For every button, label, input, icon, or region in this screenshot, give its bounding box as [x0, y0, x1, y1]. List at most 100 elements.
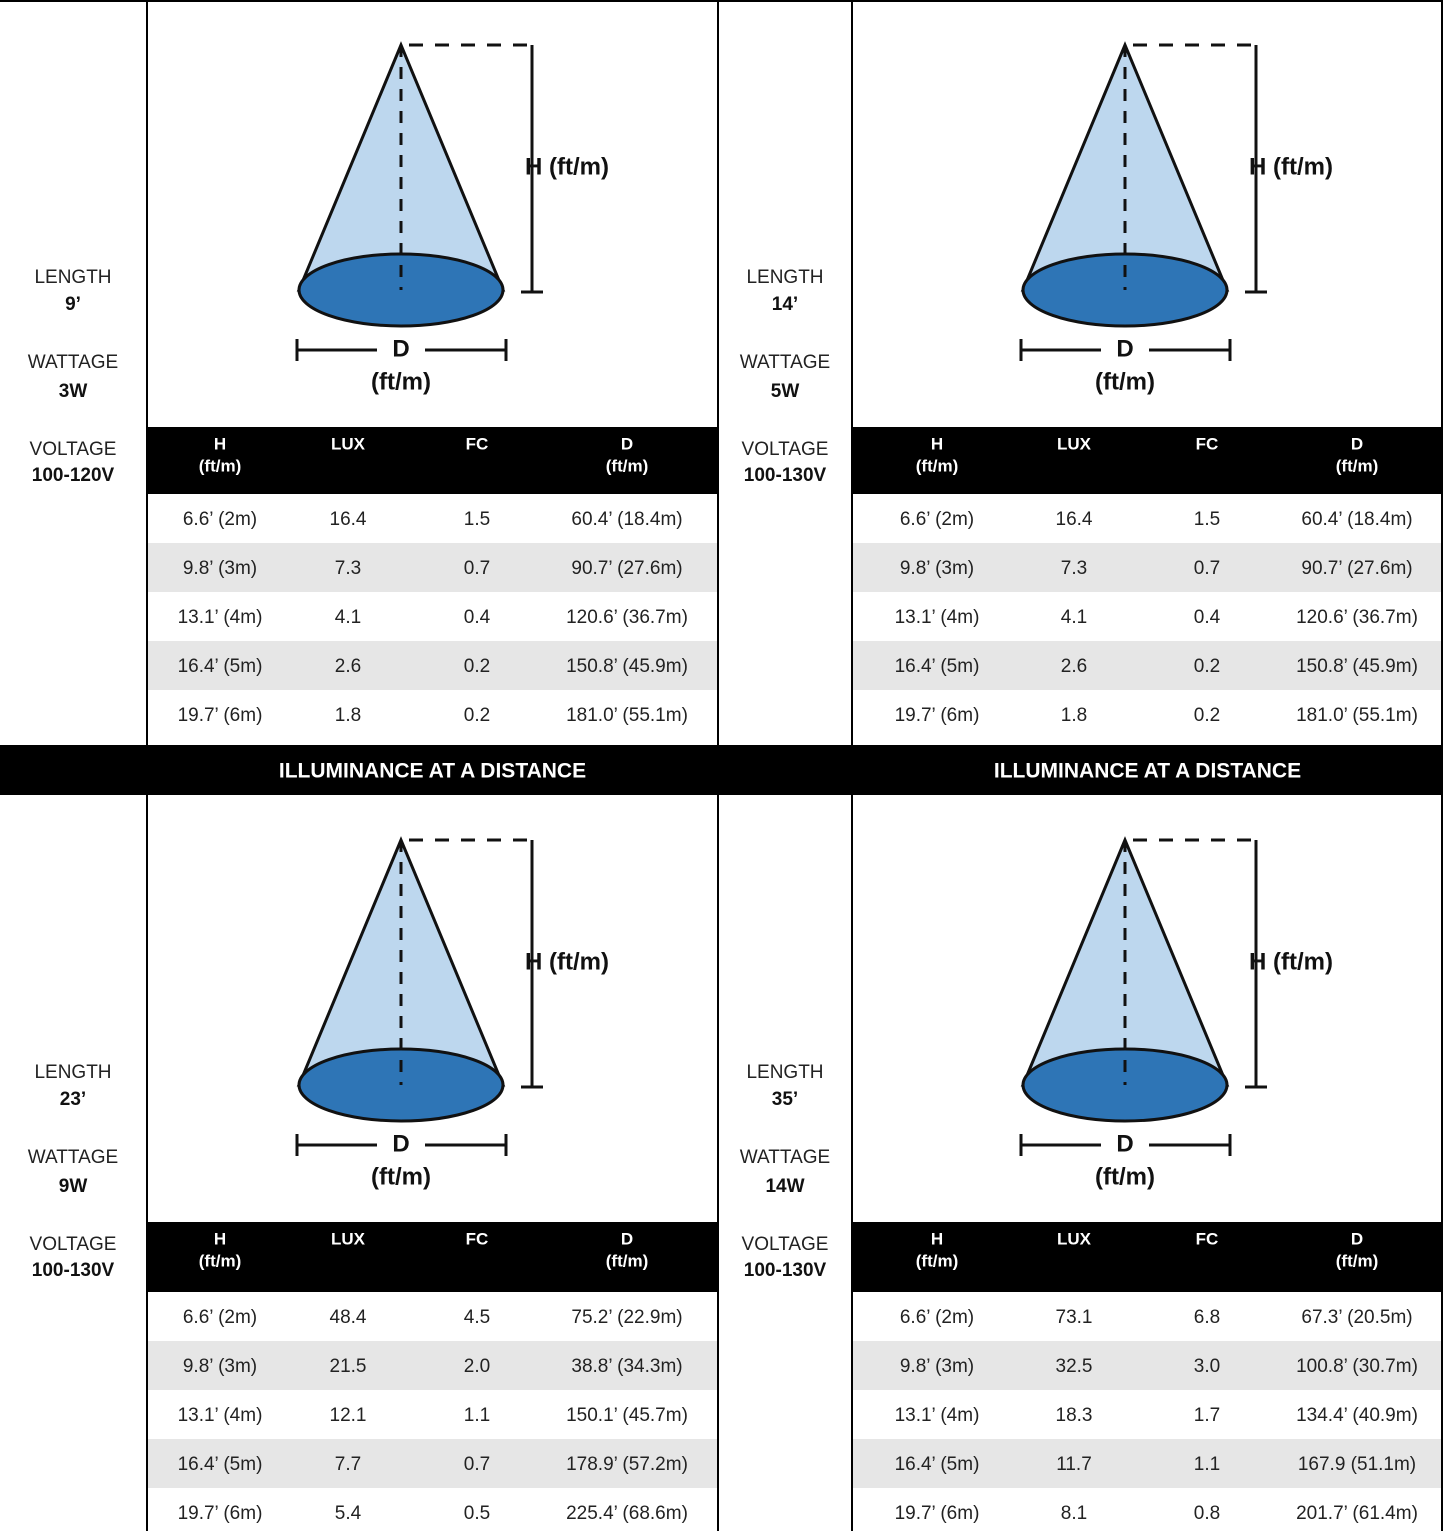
spec-text: 9’	[65, 294, 81, 315]
cell: 0.5	[464, 1503, 490, 1524]
column-header: H	[931, 434, 943, 453]
cell: 0.2	[1194, 656, 1220, 677]
cell: 0.7	[1194, 558, 1220, 579]
cell: 90.7’ (27.6m)	[571, 558, 682, 579]
cell: 38.8’ (34.3m)	[571, 1356, 682, 1377]
spec-text: VOLTAGE	[30, 439, 117, 460]
cell: 2.6	[335, 656, 361, 677]
cell: 11.7	[1056, 1454, 1092, 1475]
cell: 9.8’ (3m)	[183, 558, 257, 579]
column-header: D	[1351, 434, 1363, 453]
cell: 18.3	[1056, 1405, 1093, 1426]
cell: 181.0’ (55.1m)	[1296, 705, 1418, 726]
cell: 1.7	[1194, 1405, 1220, 1426]
cell: 6.6’ (2m)	[183, 509, 257, 530]
cell: 1.1	[464, 1405, 490, 1426]
cell: 167.9 (51.1m)	[1298, 1454, 1416, 1475]
column-header: D	[621, 434, 633, 453]
cell: 16.4’ (5m)	[895, 656, 980, 677]
cell: 1.1	[1194, 1454, 1220, 1475]
cell: 4.1	[1061, 607, 1087, 628]
spec-text: WATTAGE	[28, 352, 118, 373]
spec-text: VOLTAGE	[742, 1234, 829, 1255]
row-bg	[852, 1341, 1443, 1390]
d-unit: (ft/m)	[371, 1163, 431, 1190]
row-bg	[852, 1439, 1443, 1488]
column-header: H	[214, 1229, 226, 1248]
d-unit: (ft/m)	[371, 368, 431, 395]
cell: 16.4	[1056, 509, 1093, 530]
column-header: D	[1351, 1229, 1363, 1248]
spec-text: 100-130V	[744, 465, 827, 486]
cell: 225.4’ (68.6m)	[566, 1503, 688, 1524]
spec-text: WATTAGE	[740, 1147, 830, 1168]
cell: 1.5	[464, 509, 490, 530]
row-bg	[147, 1439, 718, 1488]
column-header: FC	[1196, 434, 1219, 453]
cell: 19.7’ (6m)	[895, 1503, 980, 1524]
cell: 75.2’ (22.9m)	[571, 1307, 682, 1328]
cell: 13.1’ (4m)	[895, 607, 980, 628]
cell: 0.2	[464, 705, 490, 726]
column-header: (ft/m)	[1336, 456, 1378, 475]
spec-text: WATTAGE	[740, 352, 830, 373]
d-label: D	[1116, 335, 1133, 362]
cell: 6.6’ (2m)	[183, 1307, 257, 1328]
column-header: LUX	[1057, 434, 1092, 453]
d-unit: (ft/m)	[1095, 368, 1155, 395]
cell: 181.0’ (55.1m)	[566, 705, 688, 726]
cell: 21.5	[330, 1356, 367, 1377]
spec-text: 100-120V	[32, 465, 115, 486]
cell: 13.1’ (4m)	[178, 607, 263, 628]
column-header: H	[931, 1229, 943, 1248]
cell: 178.9’ (57.2m)	[566, 1454, 688, 1475]
table-header	[852, 1222, 1443, 1292]
row-bg	[147, 543, 718, 592]
h-label: H (ft/m)	[525, 153, 609, 180]
cell: 9.8’ (3m)	[183, 1356, 257, 1377]
spec-text: 14’	[772, 294, 798, 315]
cell: 19.7’ (6m)	[178, 1503, 263, 1524]
column-header: FC	[466, 1229, 489, 1248]
spec-text: VOLTAGE	[742, 439, 829, 460]
cell: 0.2	[1194, 705, 1220, 726]
cell: 0.2	[464, 656, 490, 677]
cell: 150.1’ (45.7m)	[566, 1405, 688, 1426]
column-header: (ft/m)	[606, 456, 648, 475]
cell: 0.4	[1194, 607, 1221, 628]
d-label: D	[392, 1130, 409, 1157]
cell: 1.8	[335, 705, 361, 726]
cell: 120.6’ (36.7m)	[566, 607, 688, 628]
cell: 13.1’ (4m)	[178, 1405, 263, 1426]
h-label: H (ft/m)	[1249, 153, 1333, 180]
column-header: (ft/m)	[916, 456, 958, 475]
column-header: H	[214, 434, 226, 453]
spec-text: LENGTH	[746, 267, 823, 288]
cell: 12.1	[330, 1405, 367, 1426]
cell: 1.8	[1061, 705, 1087, 726]
cell: 90.7’ (27.6m)	[1301, 558, 1412, 579]
banner-text: ILLUMINANCE AT A DISTANCE	[279, 760, 586, 783]
cell: 60.4’ (18.4m)	[1301, 509, 1412, 530]
cell: 3.0	[1194, 1356, 1220, 1377]
cell: 100.8’ (30.7m)	[1296, 1356, 1418, 1377]
column-header: LUX	[331, 434, 366, 453]
cell: 0.4	[464, 607, 491, 628]
column-header: D	[621, 1229, 633, 1248]
cell: 1.5	[1194, 509, 1220, 530]
column-header: (ft/m)	[606, 1251, 648, 1270]
column-header: FC	[1196, 1229, 1219, 1248]
cell: 16.4	[330, 509, 367, 530]
column-header: (ft/m)	[199, 456, 241, 475]
cell: 134.4’ (40.9m)	[1296, 1405, 1418, 1426]
cell: 16.4’ (5m)	[178, 656, 263, 677]
cell: 4.1	[335, 607, 361, 628]
cell: 4.5	[464, 1307, 490, 1328]
h-label: H (ft/m)	[1249, 948, 1333, 975]
spec-text: LENGTH	[34, 267, 111, 288]
cell: 6.6’ (2m)	[900, 1307, 974, 1328]
column-header: (ft/m)	[199, 1251, 241, 1270]
spec-text: 23’	[60, 1089, 86, 1110]
banner-text: ILLUMINANCE AT A DISTANCE	[994, 760, 1301, 783]
